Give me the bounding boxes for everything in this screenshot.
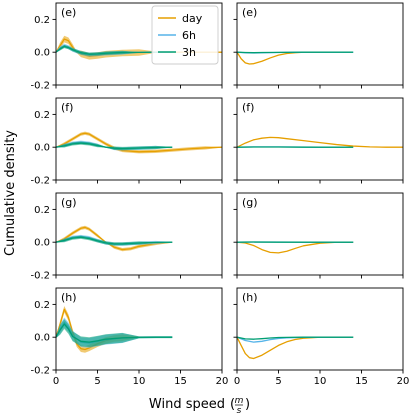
y-tick-label: -0.2	[30, 81, 50, 92]
panel-label: (e)	[61, 6, 76, 19]
x-axis-label-text: Wind speed	[149, 397, 225, 412]
series-group	[237, 136, 403, 148]
x-tick-label: 0	[53, 376, 59, 387]
x-axis-unit-denominator: s	[237, 406, 242, 415]
y-tick-label: 0.0	[34, 333, 50, 344]
y-tick-label: 0.0	[34, 238, 50, 249]
y-tick-label: -0.2	[30, 271, 50, 282]
y-tick-label: 0.0	[34, 48, 50, 59]
series-group	[56, 225, 173, 252]
x-axis-unit-open-paren: (	[230, 397, 235, 412]
x-tick-label: 10	[133, 376, 146, 387]
x-axis-unit-numerator: m	[235, 396, 244, 406]
x-axis-unit-close-paren: )	[245, 397, 250, 412]
legend-label-3h: 3h	[182, 46, 196, 59]
x-tick-label: 15	[174, 376, 187, 387]
y-axis-label: Cumulative density	[3, 130, 18, 256]
y-tick-label: -0.2	[30, 366, 50, 377]
series-band-3h	[56, 319, 173, 348]
x-tick-label: 5	[275, 376, 281, 387]
plot-frame	[236, 192, 404, 276]
y-tick-label: -0.2	[30, 176, 50, 187]
series-line-3h	[56, 45, 173, 55]
chart-panel: (g)	[233, 192, 404, 279]
series-line-3h	[56, 142, 173, 150]
plot-frame	[236, 97, 404, 181]
x-tick-label: 0	[234, 376, 240, 387]
series-line-day	[56, 226, 173, 251]
panel-label: (f)	[61, 101, 73, 114]
y-tick-label: 0.2	[34, 110, 50, 121]
x-axis-label: Wind speed ( m s )	[149, 396, 250, 415]
panel-label: (e)	[242, 6, 257, 19]
series-band-day	[56, 306, 173, 353]
x-tick-label: 20	[216, 376, 229, 387]
x-tick-label: 10	[314, 376, 327, 387]
y-tick-label: 0.2	[34, 300, 50, 311]
series-group	[56, 306, 173, 353]
legend: day 6h 3h	[151, 5, 219, 65]
series-band-3h	[56, 141, 173, 151]
panel-label: (h)	[61, 291, 77, 304]
chart-panel: (e)	[233, 2, 404, 89]
series-band-day	[56, 225, 173, 252]
series-line-day	[237, 136, 403, 148]
y-tick-label: 0.2	[34, 205, 50, 216]
series-line-3h	[237, 336, 354, 340]
series-band-day	[56, 131, 222, 154]
legend-label-6h: 6h	[182, 29, 196, 42]
plot-frame	[55, 287, 223, 371]
plot-frame	[55, 97, 223, 181]
legend-label-day: day	[182, 12, 203, 25]
panel-label: (h)	[242, 291, 258, 304]
x-tick-label: 15	[355, 376, 368, 387]
series-line-day	[237, 336, 354, 360]
x-tick-label: 5	[94, 376, 100, 387]
series-group	[237, 241, 354, 254]
panel-label: (g)	[242, 196, 258, 209]
plot-frame	[236, 2, 404, 86]
panel-label: (g)	[61, 196, 77, 209]
legend-box	[151, 5, 219, 65]
series-group	[56, 131, 222, 154]
series-line-day	[237, 241, 354, 254]
series-line-day	[237, 51, 320, 65]
x-tick-label: 20	[397, 376, 410, 387]
chart-panel: 0 5 10 15 20 (h)	[233, 287, 410, 387]
chart-panel: -0.2 0.0 0.2 (g)	[30, 192, 223, 282]
chart-panel: (f)	[233, 97, 404, 184]
series-line-day	[56, 132, 222, 153]
series-line-3h	[56, 323, 173, 343]
plot-frame	[55, 192, 223, 276]
y-tick-label: 0.2	[34, 15, 50, 26]
series-group	[237, 51, 354, 65]
y-tick-label: 0.0	[34, 143, 50, 154]
plot-frame	[236, 287, 404, 371]
series-group	[237, 336, 354, 360]
chart-panels: -0.2 0.0 0.2 (e) (e) -0.2 0.0 0.2 (f) (f) -0.2 0.0 0…	[30, 2, 410, 387]
series-line-3h	[56, 236, 173, 245]
chart-panel: -0.2 0.0 0.2 (f)	[30, 97, 223, 187]
chart-panel: -0.2 0.0 0.2 0 5 10 15 20 (h)	[30, 287, 229, 387]
panel-label: (f)	[242, 101, 254, 114]
